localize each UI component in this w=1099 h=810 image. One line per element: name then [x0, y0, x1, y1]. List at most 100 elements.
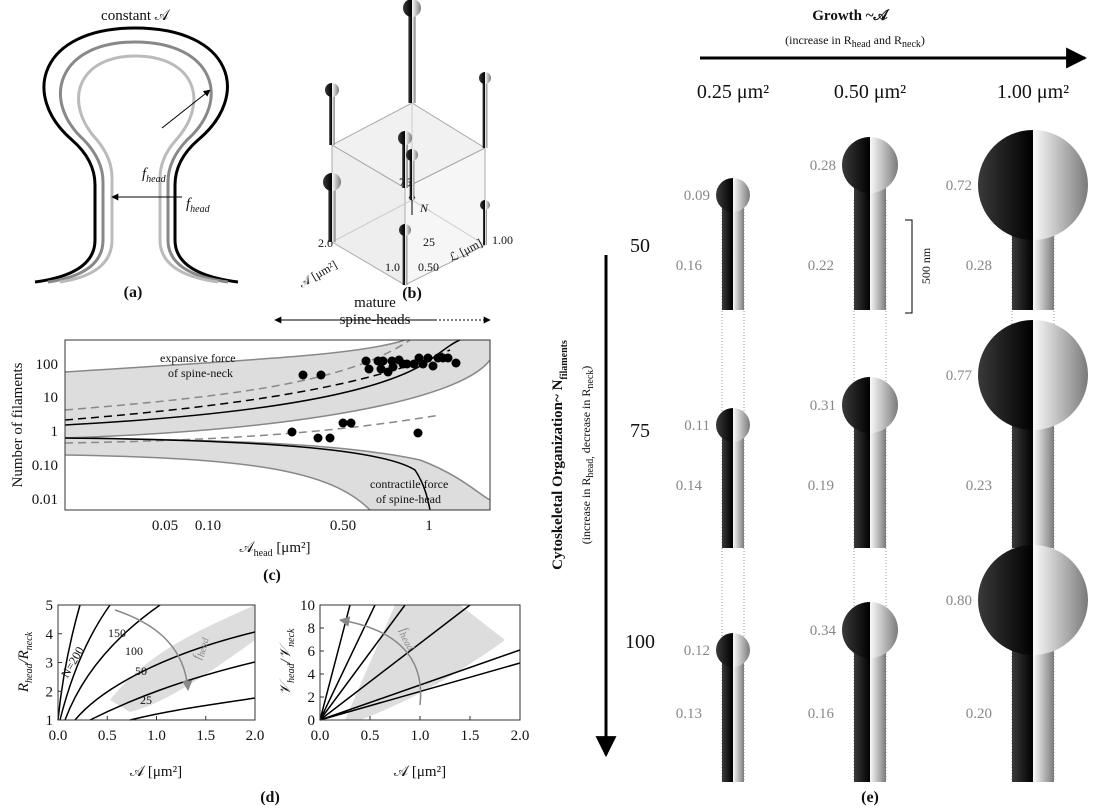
data-point [361, 356, 371, 366]
text-part: head [286, 663, 297, 683]
text-part: ) [579, 366, 593, 370]
text-part: f [142, 166, 148, 182]
x-tick-label: 1.5 [461, 728, 480, 744]
shape [64, 339, 461, 511]
spine-neck [328, 187, 336, 242]
curve-label: 50 [135, 664, 147, 678]
org-note: (increase in Rhead, decrease in Rneck) [579, 366, 596, 545]
head-value: 0.80 [946, 593, 972, 609]
neck-value: 0.16 [808, 706, 835, 722]
head-value: 0.12 [684, 643, 710, 659]
spine-head [716, 178, 750, 212]
curve-label: 100 [125, 644, 143, 658]
shape [161, 89, 211, 129]
spine-head [325, 83, 339, 97]
y-tick-label: 2 [308, 690, 316, 706]
area-label: 𝒜 [μm²] [296, 257, 339, 290]
spine-head [398, 131, 412, 145]
data-point [298, 370, 308, 380]
spine-head [842, 602, 898, 658]
text-part: f [397, 625, 412, 636]
x-tick-label: 1.5 [196, 728, 215, 744]
annotation: of spine-head [376, 492, 441, 506]
spine-neck [722, 435, 744, 548]
spine-neck [854, 181, 886, 310]
force-label: fhead [142, 166, 167, 185]
panel-label: (e) [861, 789, 879, 806]
data-point [418, 359, 428, 369]
scale-bar-label: 500 nm [919, 247, 933, 284]
y-tick-label: 1 [46, 713, 54, 729]
data-point [402, 359, 412, 369]
data-point [316, 370, 326, 380]
data-point [423, 353, 433, 363]
y-tick-label: 100 [36, 357, 59, 373]
text-part: neck [902, 39, 921, 50]
text-part: and [871, 33, 894, 47]
spine-neck [1012, 633, 1054, 782]
text-part: head [24, 663, 35, 683]
spine-neck [1012, 408, 1054, 548]
head-value: 0.34 [810, 623, 837, 639]
curve-label: 150 [108, 626, 126, 640]
shape [110, 605, 255, 712]
spine-head [406, 149, 418, 161]
x-tick-label: 0.5 [361, 728, 380, 744]
text-part: head [254, 548, 273, 559]
text-part: f [189, 652, 204, 660]
shape [64, 339, 491, 511]
head-value: 0.31 [810, 398, 836, 414]
text-part: neck [24, 631, 35, 650]
text-part: filaments [559, 340, 570, 380]
data-point [413, 428, 423, 438]
text-part: (increase in [785, 33, 844, 47]
spine-neck [482, 81, 488, 148]
annotation: spine-heads [340, 312, 411, 328]
neck-value: 0.14 [676, 478, 703, 494]
x-tick-label: 0.05 [152, 518, 178, 534]
y-tick-label: 10 [43, 390, 58, 406]
x-tick-label: 2.0 [246, 728, 265, 744]
data-point [443, 353, 453, 363]
head-value: 0.09 [684, 188, 710, 204]
text-part: head [852, 39, 871, 50]
text-part: R [894, 33, 902, 47]
column-label: 0.25 μm² [697, 81, 769, 103]
y-tick-label: 4 [308, 667, 316, 683]
row-label: 75 [630, 420, 650, 442]
spine-head [716, 633, 750, 667]
panel-c: mature spine-heads expansive force of sp… [10, 295, 491, 584]
y-axis-label: 𝒱head/𝒱neck [278, 628, 297, 696]
spine-neck [402, 233, 408, 285]
annotation: expansive force [160, 351, 236, 365]
spine-head [978, 545, 1088, 655]
text-part: Cytoskeletal Organization~ N [550, 379, 566, 569]
data-point [376, 364, 386, 374]
x-tick-label: 1.0 [147, 728, 166, 744]
head-value: 0.72 [946, 178, 972, 194]
data-point [364, 364, 374, 374]
neck-value: 0.13 [676, 706, 702, 722]
shape [319, 604, 521, 721]
shape [34, 26, 239, 284]
x-axis-label: 𝒜head [μm²] [239, 540, 310, 559]
text-part: /𝒱 [278, 642, 294, 664]
text-part: [μm²] [273, 540, 311, 556]
force-label: fhead [186, 196, 211, 215]
shape [338, 616, 422, 706]
group: 0 2 4 6 8 10 0.0 0.5 1.0 1.5 2.0 [300, 598, 529, 744]
panel-a-title: constant 𝒜 [101, 8, 171, 24]
head-value: 0.28 [810, 158, 836, 174]
x-axis-label: 𝒜 [μm²] [130, 764, 182, 780]
shape [65, 438, 490, 510]
growth-title: Growth ~𝒜 [812, 8, 890, 24]
spine-neck [854, 421, 886, 548]
text-part: (increase in [579, 486, 593, 545]
shape [905, 219, 913, 314]
spine-head [480, 200, 490, 210]
neck-value: 0.20 [966, 706, 992, 722]
x-tick-label: 2.0 [511, 728, 530, 744]
text-part: head [190, 204, 210, 215]
